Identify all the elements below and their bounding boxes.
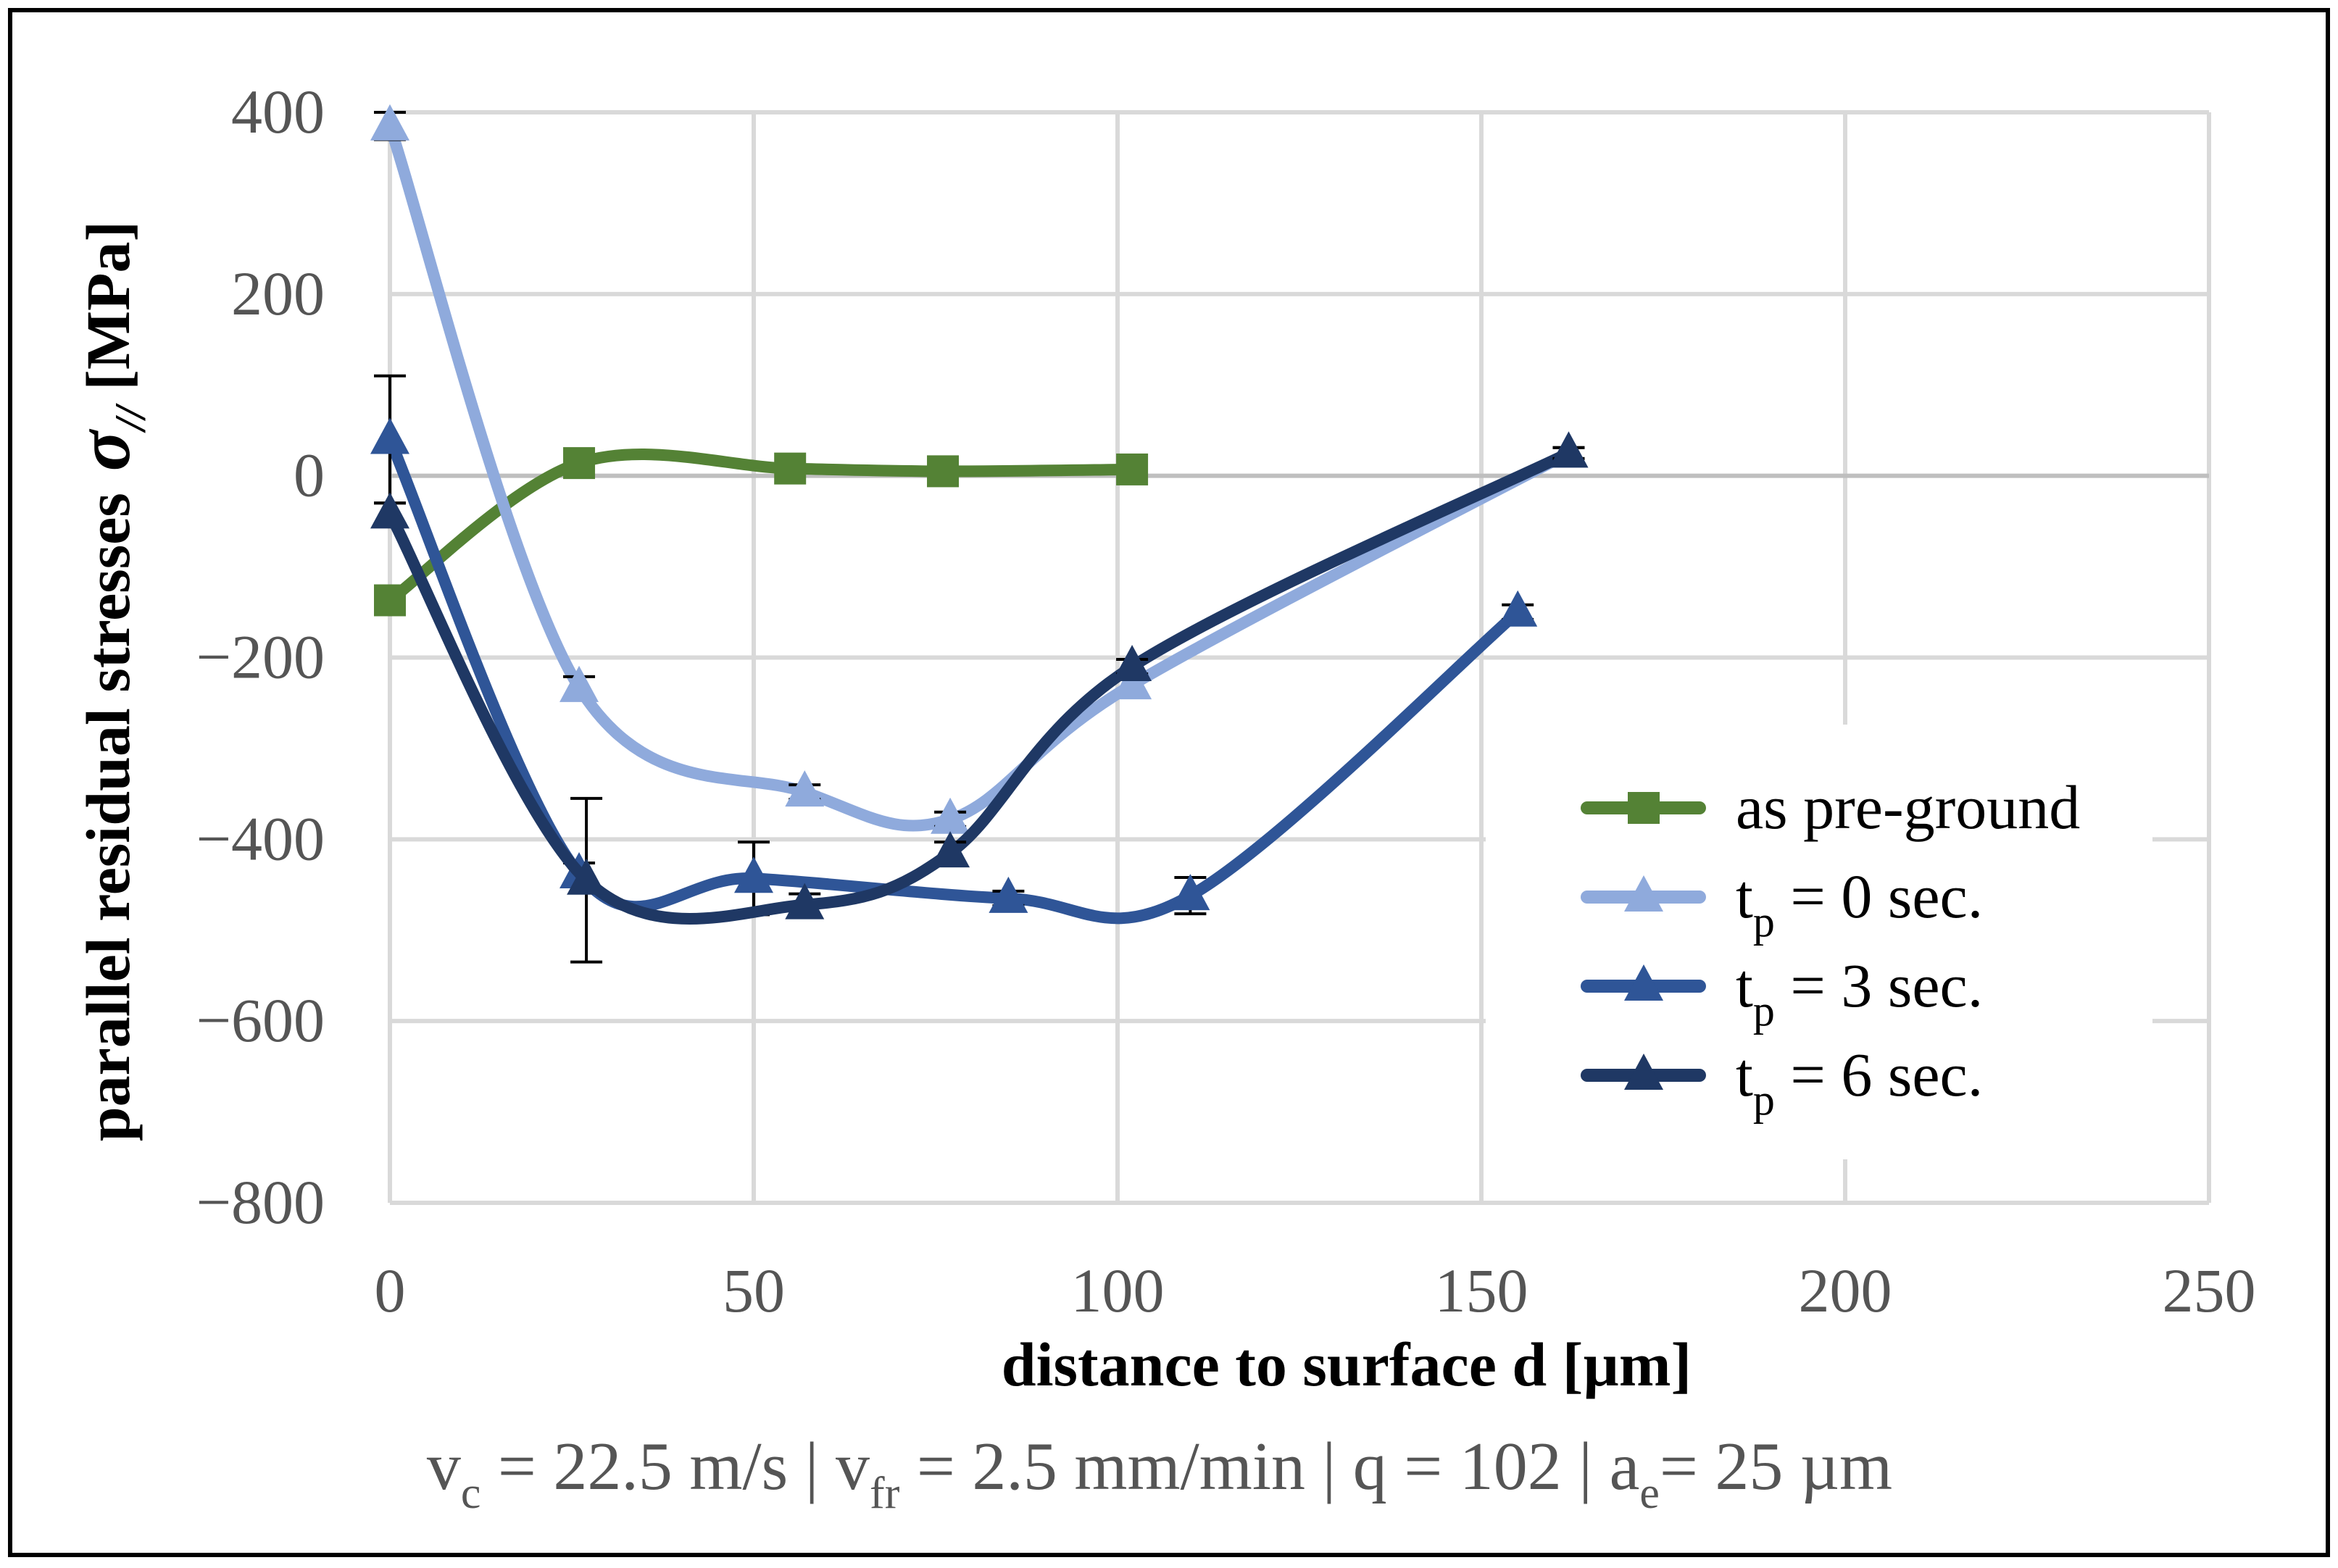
y-tick-label: 0	[294, 441, 325, 510]
y-tick-label: 200	[231, 259, 325, 328]
legend-label-subscript: p	[1753, 987, 1775, 1035]
y-tick-label: −400	[196, 804, 325, 873]
series-layer	[370, 104, 1589, 964]
figure-border	[8, 8, 2330, 1557]
data-point	[563, 447, 596, 480]
data-point	[370, 417, 409, 454]
data-point	[1170, 874, 1210, 911]
caption-subscript: c	[461, 1469, 481, 1518]
data-point	[1549, 431, 1589, 468]
data-point	[785, 770, 825, 807]
legend-background	[1486, 725, 2152, 1159]
caption-subscript: e	[1639, 1469, 1660, 1518]
legend-item-0: as pre-ground	[1581, 772, 2080, 842]
data-point	[370, 492, 409, 529]
legend-item-2: tp = 3 sec.	[1581, 951, 1983, 1035]
data-point	[1112, 645, 1152, 682]
y-axis-title-unit: [MPa]	[73, 221, 143, 391]
data-point	[370, 104, 409, 141]
legend-label: tp = 3 sec.	[1736, 951, 1983, 1035]
legend-swatch-marker	[1624, 1054, 1663, 1090]
x-tick-label: 200	[1799, 1256, 1892, 1325]
series-line	[384, 120, 1575, 832]
legend-label: as pre-ground	[1736, 772, 2080, 842]
data-point	[567, 858, 607, 895]
tick-labels: 400 200 0 −200 −400 −600 −800 0 50 100 150 200 250	[196, 77, 2255, 1325]
data-point	[927, 455, 960, 488]
series-line	[384, 433, 1524, 925]
caption-text: = 25 µm	[1660, 1429, 1892, 1504]
data-point	[1498, 590, 1538, 627]
series-1	[370, 104, 1589, 834]
data-point	[785, 883, 825, 919]
y-axis-title: parallel residual stresses σ// [MPa]	[62, 221, 154, 1141]
y-axis-title-main: parallel residual stresses	[73, 493, 143, 1141]
legend-label-main: t	[1736, 862, 1753, 931]
series-3	[370, 431, 1589, 964]
data-point	[374, 584, 406, 617]
caption-text: = 22.5 m/s | v	[481, 1429, 870, 1504]
series-line	[384, 447, 1575, 925]
legend-label: tp = 0 sec.	[1736, 862, 1983, 946]
data-point	[734, 856, 773, 893]
legend-label-main: as pre-ground	[1736, 772, 2080, 842]
x-tick-label: 250	[2163, 1256, 2256, 1325]
y-tick-label: −600	[196, 985, 325, 1055]
data-point	[774, 452, 807, 485]
data-point	[559, 665, 599, 702]
legend-label: tp = 6 sec.	[1736, 1040, 1983, 1124]
caption-text: v	[427, 1429, 461, 1504]
legend-label-subscript: p	[1753, 1076, 1775, 1124]
data-point	[989, 876, 1028, 913]
y-tick-label: −800	[196, 1167, 325, 1237]
x-tick-label: 50	[723, 1256, 785, 1325]
series-2	[370, 374, 1538, 925]
legend-label-rest: = 6 sec.	[1775, 1040, 1983, 1109]
legend-label-rest: = 3 sec.	[1775, 951, 1983, 1020]
legend-swatch-marker	[1628, 792, 1660, 824]
caption: vc = 22.5 m/s | vfr = 2.5 mm/min | q = 1…	[427, 1429, 1892, 1518]
x-axis-title: distance to surface d [µm]	[1002, 1330, 1692, 1399]
caption-text: = 2.5 mm/min | q = 102 | a	[899, 1429, 1639, 1504]
legend-swatch-marker	[1624, 875, 1663, 912]
legend-swatch-marker	[1624, 964, 1663, 1001]
data-point	[931, 831, 970, 868]
y-axis-title-symbol: σ	[62, 428, 146, 471]
legend-label-rest: = 0 sec.	[1775, 862, 1983, 931]
caption-subscript: fr	[870, 1469, 900, 1518]
legend-label-subscript: p	[1753, 898, 1775, 946]
x-tick-label: 0	[375, 1256, 406, 1325]
legend-label-main: t	[1736, 951, 1753, 1020]
legend-item-3: tp = 6 sec.	[1581, 1040, 1983, 1124]
data-point	[931, 797, 970, 834]
data-point	[1116, 453, 1149, 485]
legend-item-1: tp = 0 sec.	[1581, 862, 1983, 946]
x-tick-label: 100	[1071, 1256, 1165, 1325]
x-tick-label: 150	[1435, 1256, 1528, 1325]
series-0	[374, 447, 1149, 617]
gridlines	[388, 110, 2211, 1205]
y-tick-label: 400	[231, 77, 325, 146]
data-point	[1112, 663, 1152, 700]
legend-label-main: t	[1736, 1040, 1753, 1109]
y-axis-title-symbol-subscript: //	[107, 402, 154, 433]
y-tick-label: −200	[196, 622, 325, 692]
